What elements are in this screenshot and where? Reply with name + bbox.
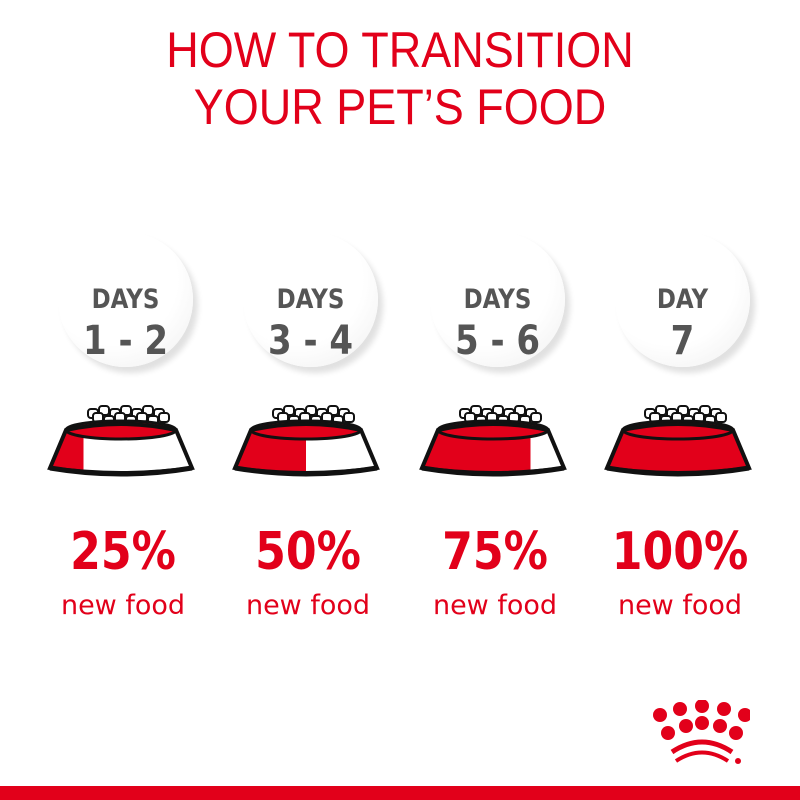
title-line-2: YOUR PET’S FOOD	[193, 79, 607, 135]
day-circle: DAYS 3 - 4	[243, 232, 378, 367]
percent-new-food: 50%	[255, 522, 361, 582]
days-label: DAYS	[463, 284, 532, 315]
crown-logo-icon	[653, 700, 750, 764]
day-range: 1 - 2	[82, 318, 169, 364]
percent-new-food: 75%	[442, 522, 548, 582]
day-range: 5 - 6	[454, 318, 541, 364]
days-label: DAYS	[276, 284, 345, 315]
days-label: DAYS	[91, 284, 160, 315]
bottom-red-bar	[0, 786, 800, 800]
percent-new-food: 100%	[611, 522, 749, 582]
food-bowl-icon	[232, 405, 380, 477]
food-bowl-icon	[604, 405, 752, 477]
day-range: 3 - 4	[267, 318, 354, 364]
day-range: 7	[670, 318, 695, 364]
days-label: DAY	[656, 284, 709, 315]
food-bowl-icon	[419, 405, 567, 477]
day-circle: DAYS 1 - 2	[58, 232, 193, 367]
title-line-1: HOW TO TRANSITION	[166, 22, 634, 78]
page-title: HOW TO TRANSITION YOUR PET’S FOOD	[40, 22, 760, 136]
new-food-label: new food	[60, 590, 186, 621]
food-bowl-icon	[47, 405, 195, 477]
day-circle: DAYS 5 - 6	[430, 232, 565, 367]
new-food-label: new food	[432, 590, 558, 621]
percent-new-food: 25%	[70, 522, 176, 582]
day-circle: DAY 7	[615, 232, 750, 367]
new-food-label: new food	[245, 590, 371, 621]
new-food-label: new food	[617, 590, 743, 621]
